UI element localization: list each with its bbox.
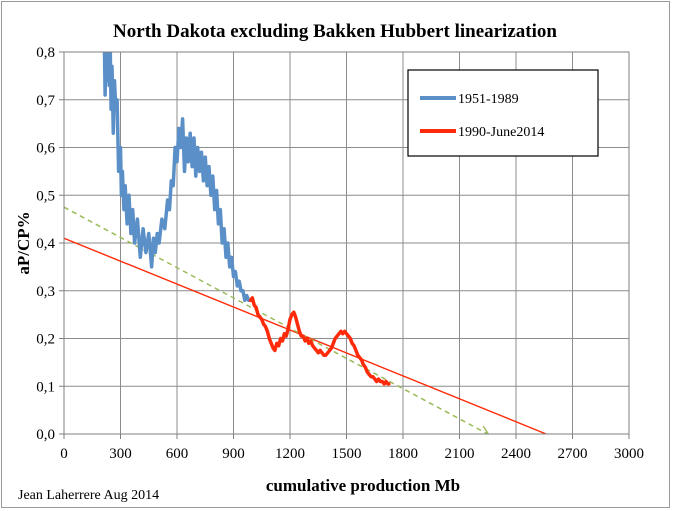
legend-label-series-2: 1990-June2014 <box>458 125 544 140</box>
x-tick-label: 3000 <box>614 446 644 462</box>
series-line-2 <box>248 296 391 386</box>
legend-label-series-1: 1951-1989 <box>458 92 519 107</box>
plot-border <box>63 51 630 435</box>
y-tick-label: 0,3 <box>36 284 55 300</box>
x-tick-label: 2400 <box>501 446 531 462</box>
plot-area <box>64 52 547 434</box>
y-tick-label: 0,6 <box>36 141 55 157</box>
x-tick-label: 1200 <box>275 446 305 462</box>
credit-label: Jean Laherrere Aug 2014 <box>18 488 159 503</box>
y-tick-label: 0,2 <box>36 332 55 348</box>
x-tick-label: 1500 <box>332 446 362 462</box>
y-tick-label: 0,8 <box>36 45 55 61</box>
y-tick-label: 0,1 <box>36 379 55 395</box>
x-tick-label: 2100 <box>445 446 475 462</box>
fit-line-green <box>64 206 488 434</box>
x-axis-label: cumulative production Mb <box>266 476 460 495</box>
x-tick-label: 0 <box>60 446 68 462</box>
x-tick-label: 600 <box>166 446 189 462</box>
y-tick-label: 0,7 <box>36 93 55 109</box>
y-tick-label: 0,5 <box>36 188 55 204</box>
x-tick-label: 300 <box>109 446 132 462</box>
chart-title: North Dakota excluding Bakken Hubbert li… <box>113 21 557 42</box>
tick-labels: 0 300 600 900 1200 1500 1800 2100 2400 2700 3000 0,… <box>36 45 644 462</box>
x-tick-label: 900 <box>222 446 245 462</box>
y-axis-label: aP/CP% <box>14 211 33 274</box>
x-tick-label: 1800 <box>388 446 418 462</box>
legend: 1951-1989 1990-June2014 <box>407 69 599 157</box>
y-tick-label: 0,4 <box>36 236 55 252</box>
y-tick-label: 0,0 <box>36 427 55 443</box>
x-tick-label: 2700 <box>558 446 588 462</box>
series-line-1 <box>102 52 253 303</box>
legend-box <box>407 69 599 157</box>
